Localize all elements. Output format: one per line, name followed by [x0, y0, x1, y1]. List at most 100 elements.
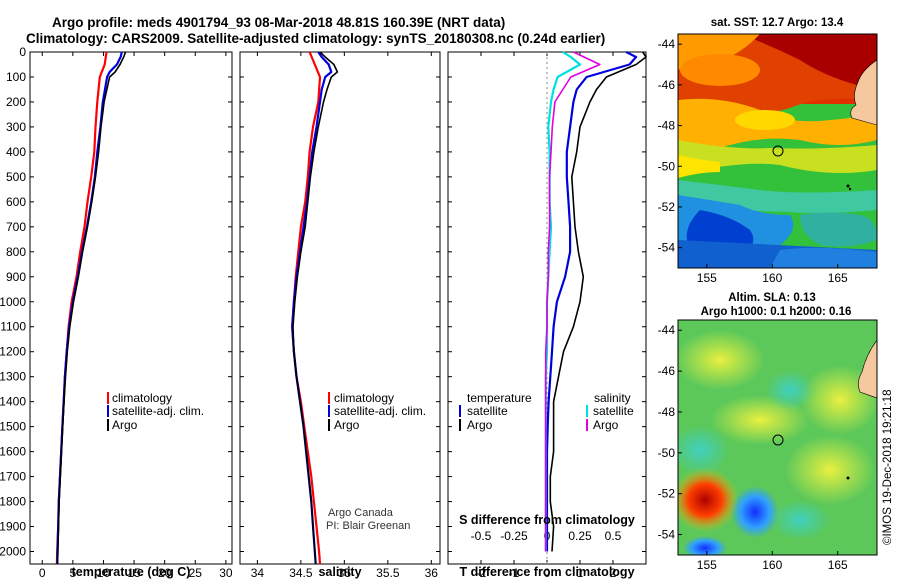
t-difference-axis-label: T difference from climatology: [459, 565, 634, 579]
sla-map-title: Altim. SLA: 0.13: [728, 292, 816, 304]
s-diff-tick-label: 0.5: [605, 529, 622, 543]
temperature-legend: climatology satellite-adj. clim. Argo: [107, 391, 204, 432]
depth-tick-label: 1200: [0, 345, 26, 359]
temperature-axis-label: temperature (deg C): [72, 565, 191, 579]
title-line-2: Climatology: CARS2009. Satellite-adjuste…: [26, 31, 605, 46]
depth-tick-label: 700: [6, 220, 26, 234]
depth-tick-label: 1100: [0, 320, 26, 334]
depth-tick-label: 1000: [0, 295, 26, 309]
title-line-1: Argo profile: meds 4901794_93 08-Mar-201…: [52, 15, 505, 30]
series-line-satellite-adj-clim-: [56, 51, 123, 565]
legend-heading-temperature: temperature: [467, 391, 532, 405]
depth-tick-label: 600: [6, 195, 26, 209]
lat-tick-label: -50: [658, 446, 676, 460]
lon-tick-label: 165: [828, 271, 848, 285]
lon-tick-label: 155: [697, 271, 717, 285]
series-line-temperature-satellite: [545, 51, 638, 552]
sla-map-axes: 155 160 165 -44 -46 -48 -50 -52 -54: [658, 323, 848, 572]
x-tick-label: 34.5: [289, 566, 313, 580]
depth-tick-label: 1700: [0, 470, 26, 484]
x-tick-label: 2: [610, 566, 617, 580]
s-diff-tick-label: -0.25: [500, 529, 528, 543]
lat-tick-label: -54: [658, 241, 676, 255]
x-tick-label: 5: [70, 566, 77, 580]
lat-tick-label: -48: [658, 405, 676, 419]
salinity-panel-frame: [239, 51, 441, 565]
salinity-plot: 34 34.5 35 35.5 36: [240, 51, 440, 580]
x-tick-label: 34: [251, 566, 265, 580]
depth-tick-label: 1800: [0, 495, 26, 509]
depth-tick-label: 1900: [0, 520, 26, 534]
x-tick-label: -2: [476, 566, 487, 580]
lat-tick-label: -48: [658, 119, 676, 133]
depth-tick-label: 800: [6, 245, 26, 259]
sla-map: [678, 320, 877, 555]
depth-tick-label: 1400: [0, 395, 26, 409]
depth-tick-label: 100: [6, 70, 26, 84]
x-tick-label: 35: [338, 566, 352, 580]
x-tick-label: -1: [509, 566, 520, 580]
temperature-plot: 0 5 10 15 20 25 30: [30, 51, 233, 580]
difference-legend: temperature satellite Argo salinity sate…: [459, 391, 634, 432]
lat-tick-label: -44: [658, 37, 676, 51]
series-line-argo: [292, 51, 339, 565]
depth-tick-label: 1300: [0, 370, 26, 384]
x-tick-label: 10: [97, 566, 111, 580]
lat-tick-label: -44: [658, 323, 676, 337]
series-line-argo: [56, 51, 127, 565]
sst-map-axes: 155 160 165 -44 -46 -48 -50 -52 -54: [658, 37, 848, 285]
legend-label-t-argo: Argo: [467, 418, 493, 432]
difference-plot: -2 -1 0 1 2-0.5 -0.25 0 0.25 0.5: [448, 51, 647, 580]
sla-argo-marker: [772, 434, 784, 446]
legend-label-s-argo: Argo: [593, 418, 619, 432]
sst-argo-marker: [772, 145, 784, 157]
x-tick-label: 36: [425, 566, 439, 580]
lat-tick-label: -50: [658, 159, 676, 173]
salinity-axis-label: salinity: [318, 565, 361, 579]
s-diff-tick-label: -0.5: [471, 529, 492, 543]
legend-label-t-satellite: satellite: [467, 404, 508, 418]
legend-label-satellite: satellite-adj. clim.: [112, 404, 204, 418]
x-tick-label: 20: [158, 566, 172, 580]
lon-tick-label: 165: [828, 558, 848, 572]
depth-tick-label: 0: [19, 45, 26, 59]
depth-tick-label: 300: [6, 120, 26, 134]
sst-map-title: sat. SST: 12.7 Argo: 13.4: [711, 17, 844, 29]
x-tick-label: 1: [577, 566, 584, 580]
imos-watermark: ©IMOS 19-Dec-2018 19:21:18: [882, 389, 894, 545]
legend-label-s-satellite: satellite: [593, 404, 634, 418]
salinity-legend: climatology satellite-adj. clim. Argo: [328, 391, 426, 432]
temperature-panel-frame: [29, 51, 233, 565]
lat-tick-label: -54: [658, 528, 676, 542]
s-difference-axis-label: S difference from climatology: [459, 513, 635, 527]
legend-label-satellite: satellite-adj. clim.: [334, 404, 426, 418]
lat-tick-label: -52: [658, 200, 676, 214]
legend-label-climatology: climatology: [112, 391, 172, 405]
credit-line-1: Argo Canada: [328, 507, 394, 519]
lat-tick-label: -46: [658, 364, 676, 378]
x-tick-label: 0: [39, 566, 46, 580]
sst-map: [678, 34, 877, 268]
x-tick-label: 15: [127, 566, 141, 580]
lon-tick-label: 160: [762, 558, 782, 572]
depth-tick-label: 200: [6, 95, 26, 109]
depth-tick-label: 1600: [0, 445, 26, 459]
s-diff-tick-label: 0.25: [568, 529, 592, 543]
depth-tick-label: 900: [6, 270, 26, 284]
lon-tick-label: 160: [762, 271, 782, 285]
lon-tick-label: 155: [697, 558, 717, 572]
series-line-salinity-argo: [544, 51, 601, 552]
x-tick-label: 0: [544, 566, 551, 580]
legend-label-argo: Argo: [112, 418, 138, 432]
lat-tick-label: -46: [658, 78, 676, 92]
legend-label-climatology: climatology: [334, 391, 394, 405]
lat-tick-label: -52: [658, 487, 676, 501]
depth-tick-label: 400: [6, 145, 26, 159]
depth-axis: 0 100 200 300 400 500 600 700 800 900 1000 1100 1200…: [0, 45, 26, 559]
legend-label-argo: Argo: [334, 418, 360, 432]
x-tick-label: 35.5: [376, 566, 400, 580]
depth-tick-label: 1500: [0, 420, 26, 434]
depth-tick-label: 2000: [0, 545, 26, 559]
x-tick-label: 25: [189, 566, 203, 580]
